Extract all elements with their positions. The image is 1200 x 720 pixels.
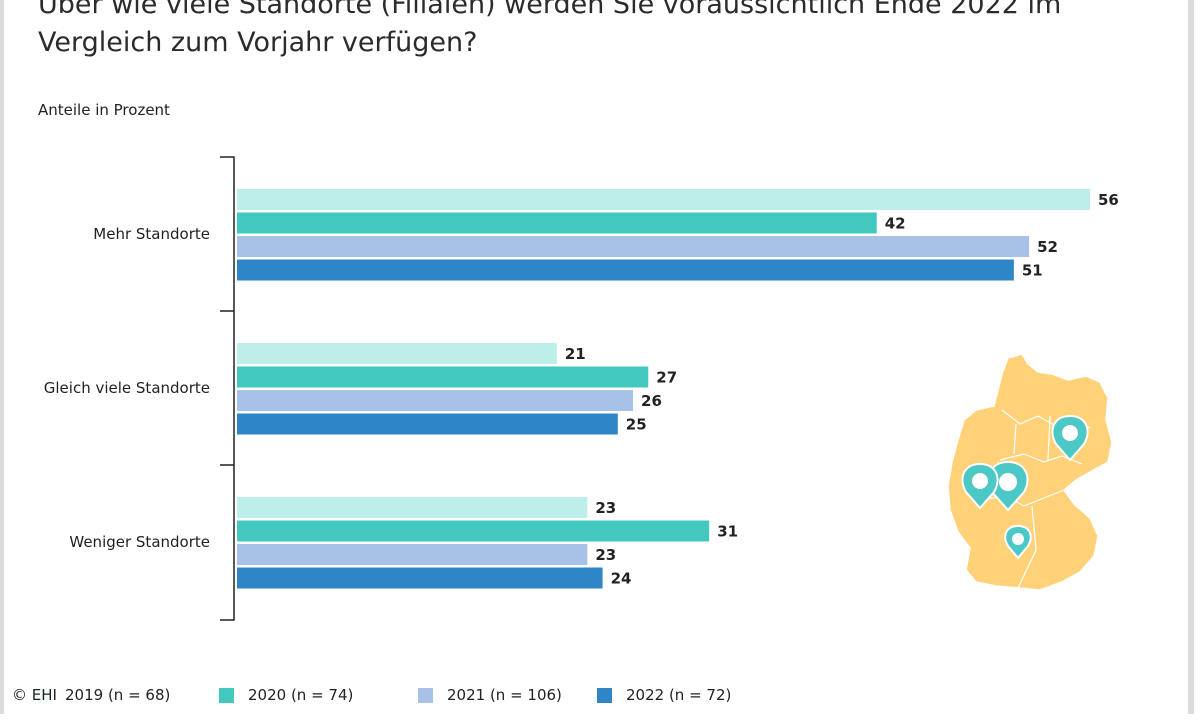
map-pin-icon: [961, 462, 999, 510]
legend-label-2019: 2019 (n = 68): [65, 686, 171, 704]
data-label: 26: [641, 392, 662, 410]
bar-2020: [237, 366, 649, 388]
data-label: 27: [656, 369, 677, 387]
legend: 2019 (n = 68) 2020 (n = 74) 2021 (n = 10…: [0, 686, 1200, 710]
legend-item-2021: 2021 (n = 106): [418, 686, 562, 704]
data-label: 23: [595, 499, 616, 517]
data-label: 31: [717, 523, 738, 541]
data-label: 21: [565, 345, 586, 363]
data-label: 52: [1037, 238, 1058, 256]
data-label: 51: [1022, 262, 1043, 280]
legend-label-2021: 2021 (n = 106): [447, 686, 562, 704]
category-label: Mehr Standorte: [93, 225, 210, 243]
bar-2019: [237, 497, 588, 518]
bar-2021: [237, 236, 1030, 257]
category-label: Gleich viele Standorte: [44, 379, 210, 397]
map-pin-icon: [1004, 524, 1032, 560]
data-label: 42: [885, 215, 906, 233]
copyright: © EHI: [10, 686, 59, 704]
bar-2022: [237, 413, 618, 435]
bar-2022: [237, 567, 603, 589]
bar-2020: [237, 212, 877, 234]
bar-2021: [237, 544, 588, 565]
bar-2021: [237, 390, 634, 411]
bar-2020: [237, 520, 710, 542]
legend-swatch-2021: [418, 687, 433, 703]
data-label: 23: [595, 546, 616, 564]
data-label: 24: [611, 570, 632, 588]
bar-2022: [237, 259, 1014, 281]
bar-2019: [237, 343, 557, 364]
bar-chart: Mehr Standorte 56 42 52 51 Gleich viele Stand…: [44, 156, 1119, 621]
map-pin-icon: [1051, 414, 1089, 462]
legend-label-2020: 2020 (n = 74): [248, 686, 354, 704]
germany-map-illustration: [947, 353, 1113, 591]
data-label: 25: [626, 416, 647, 434]
legend-item-2022: 2022 (n = 72): [597, 686, 731, 704]
category-label: Weniger Standorte: [69, 533, 210, 551]
chart-title: Über wie viele Standorte (Filialen) werd…: [38, 0, 1062, 58]
legend-swatch-2022: [597, 687, 612, 703]
legend-swatch-2020: [219, 687, 234, 703]
legend-label-2022: 2022 (n = 72): [626, 686, 732, 704]
germany-map-shape: [947, 353, 1113, 591]
category-axis: [220, 156, 235, 621]
data-label: 56: [1098, 191, 1119, 209]
chart-subtitle: Anteile in Prozent: [38, 101, 170, 119]
bar-2019: [237, 189, 1090, 210]
legend-item-2020: 2020 (n = 74): [219, 686, 353, 704]
map-pin-icon: [987, 460, 1029, 512]
